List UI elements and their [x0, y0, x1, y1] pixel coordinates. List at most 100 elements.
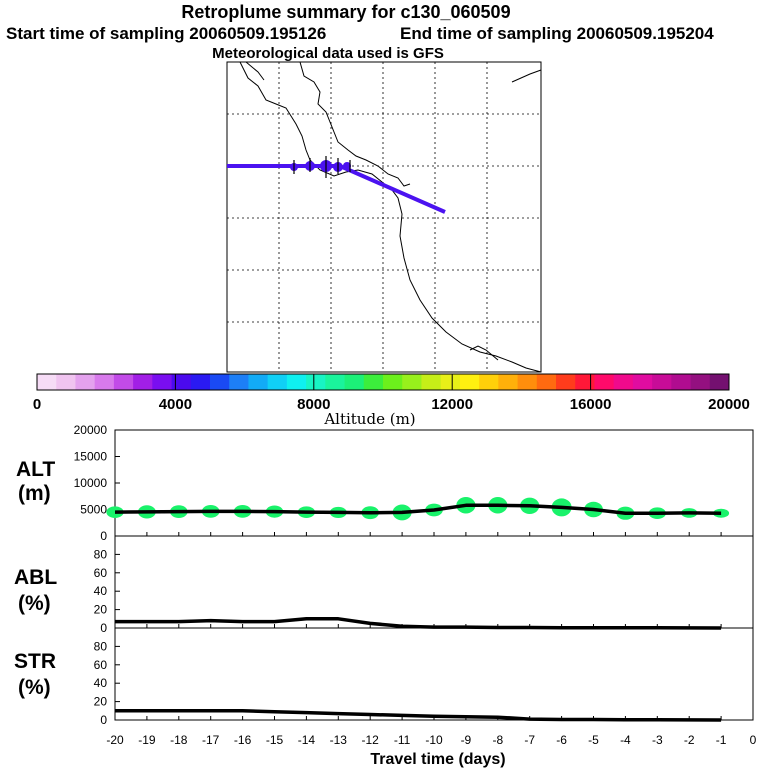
colorbar-cell — [440, 374, 461, 390]
colorbar-cell — [344, 374, 365, 390]
x-tick-label: -12 — [362, 733, 380, 747]
colorbar-cell — [690, 374, 711, 390]
x-tick-label: -10 — [425, 733, 443, 747]
colorbar-label: Altitude (m) — [323, 410, 415, 428]
str-line — [115, 709, 722, 722]
x-tick-label: -2 — [684, 733, 695, 747]
colorbar-cell — [94, 374, 115, 390]
colorbar-tick-label: 8000 — [297, 396, 330, 413]
y-tick-label: 60 — [94, 566, 108, 580]
colorbar-cell — [210, 374, 230, 390]
colorbar-cell — [536, 374, 557, 390]
y-tick-label: 0 — [100, 529, 107, 543]
end-time-label: End time of sampling 20060509.195204 — [400, 24, 714, 43]
abl-line — [115, 617, 722, 630]
colorbar-cell — [632, 374, 653, 390]
x-tick-label: -19 — [138, 733, 156, 747]
mean-altitude-line — [114, 503, 722, 515]
start-time-label: Start time of sampling 20060509.195126 — [6, 24, 327, 43]
y-tick-label: 15000 — [74, 450, 108, 464]
y-tick-label: 20 — [94, 695, 108, 709]
y-tick-label: 60 — [94, 658, 108, 672]
str-panel-label: STR — [14, 650, 56, 673]
altitude-spread-blob — [713, 508, 730, 518]
colorbar-cell — [267, 374, 288, 390]
y-tick-label: 20000 — [74, 423, 108, 437]
colorbar-cell — [402, 374, 422, 390]
coastline — [239, 61, 542, 373]
colorbar-cell — [306, 374, 326, 390]
colorbar-cell — [709, 374, 730, 390]
colorbar-cell — [56, 374, 76, 390]
colorbar-tick-label: 4000 — [159, 396, 192, 413]
x-tick-label: -6 — [556, 733, 567, 747]
colorbar-cell — [479, 374, 499, 390]
x-tick-label: -11 — [394, 733, 411, 747]
trajectory-marker — [343, 162, 351, 170]
colorbar-cell — [248, 374, 269, 390]
colorbar-cell — [286, 374, 307, 390]
colorbar-cell — [171, 374, 192, 390]
colorbar-tick-label: 0 — [33, 396, 41, 413]
colorbar-cell — [671, 374, 691, 390]
alt-panel-frame — [114, 429, 754, 537]
x-tick-label: -15 — [266, 733, 284, 747]
chart-title: Retroplume summary for c130_060509 — [181, 2, 511, 22]
y-tick-label: 40 — [94, 676, 108, 690]
y-tick-label: 20 — [94, 603, 108, 617]
alt-panel-unit: (m) — [18, 482, 51, 505]
abl-panel-label: ABL — [14, 566, 57, 589]
colorbar-cell — [517, 374, 538, 390]
met-data-label: Meteorological data used is GFS — [212, 45, 444, 62]
x-tick-label: -5 — [588, 733, 599, 747]
colorbar-cell — [190, 374, 211, 390]
x-tick-label: -3 — [652, 733, 663, 747]
x-tick-label: 0 — [750, 733, 757, 747]
y-tick-label: 10000 — [74, 476, 108, 490]
colorbar-cell — [113, 374, 134, 390]
colorbar-cell — [594, 374, 615, 390]
colorbar-cell — [383, 374, 403, 390]
colorbar-cell — [498, 374, 518, 390]
x-tick-label: -14 — [298, 733, 316, 747]
x-tick-label: -8 — [492, 733, 503, 747]
colorbar-cell — [652, 374, 672, 390]
abl-panel-unit: (%) — [18, 592, 51, 615]
colorbar-cell — [421, 374, 442, 390]
colorbar-ticks: 0 4000 8000 12000 16000 20000 — [33, 374, 750, 413]
colorbar-tick-label: 12000 — [431, 396, 473, 413]
x-tick-label: -16 — [234, 733, 252, 747]
x-tick-label: -17 — [202, 733, 220, 747]
colorbar-cell — [152, 374, 172, 390]
colorbar-cell — [75, 374, 96, 390]
colorbar-cell — [459, 374, 480, 390]
colorbar-cell — [613, 374, 634, 390]
colorbar-cell — [133, 374, 153, 390]
colorbar-cell — [556, 374, 576, 390]
colorbar-frame — [36, 373, 730, 391]
time-series-plots: 20000 15000 10000 5000 0 80 60 40 20 0 80 60 40 20 0 -2… — [74, 423, 757, 747]
colorbar-tick-label: 16000 — [570, 396, 612, 413]
alt-panel-label: ALT — [16, 458, 55, 481]
x-tick-label: -20 — [106, 733, 124, 747]
x-tick-label: -4 — [620, 733, 631, 747]
str-panel-frame — [114, 627, 754, 721]
y-tick-label: 40 — [94, 584, 108, 598]
y-tick-label: 80 — [94, 639, 108, 653]
colorbar-cell — [363, 374, 384, 390]
x-tick-label: -1 — [716, 733, 727, 747]
trajectory-map — [226, 61, 542, 373]
map-grid — [227, 62, 541, 372]
map-frame — [226, 61, 542, 373]
altitude-colorbar: 0 4000 8000 12000 16000 20000 Altitude (m) — [33, 373, 750, 428]
altitude-spread-blob — [106, 506, 124, 518]
y-tick-label: 5000 — [80, 503, 107, 517]
str-panel-unit: (%) — [18, 676, 51, 699]
colorbar-cells — [37, 374, 730, 390]
trajectory — [227, 156, 446, 214]
colorbar-cell — [325, 374, 345, 390]
y-tick-label: 0 — [100, 713, 107, 727]
x-axis-label: Travel time (days) — [370, 751, 505, 768]
y-tick-label: 0 — [100, 621, 107, 635]
